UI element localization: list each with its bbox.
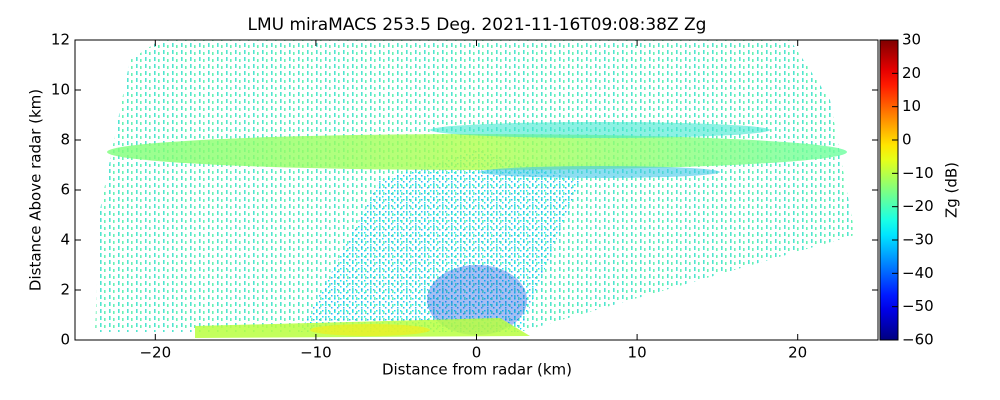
colorbar-tick-label: −50 [902, 297, 934, 315]
y-tick-label: 12 [51, 31, 70, 49]
colorbar-tick-label: 30 [902, 31, 921, 49]
x-axis-label: Distance from radar (km) [382, 361, 572, 379]
y-tick-label: 2 [60, 281, 70, 299]
y-tick-label: 6 [60, 181, 70, 199]
colorbar-tick-label: 20 [902, 64, 921, 82]
x-tick-label: −10 [300, 344, 332, 362]
colorbar-tick-label: 0 [902, 131, 912, 149]
colorbar [879, 39, 899, 341]
colorbar-tick-label: 10 [902, 97, 921, 115]
colorbar-tick-label: −60 [902, 331, 934, 349]
colorbar-tick-label: −30 [902, 231, 934, 249]
colorbar-tick-label: −20 [902, 197, 934, 215]
y-axis-label: Distance Above radar (km) [27, 89, 45, 291]
colorbar-tick-label: −40 [902, 264, 934, 282]
colorbar-tick-label: −10 [902, 164, 934, 182]
x-tick-label: −20 [139, 344, 171, 362]
y-tick-label: 4 [60, 231, 70, 249]
chart-title: LMU miraMACS 253.5 Deg. 2021-11-16T09:08… [248, 15, 707, 35]
x-tick-label: 10 [628, 344, 647, 362]
colorbar-label: Zg (dB) [943, 162, 961, 218]
radar-field [95, 40, 855, 338]
y-tick-label: 0 [60, 331, 70, 349]
y-tick-label: 10 [51, 81, 70, 99]
y-tick-label: 8 [60, 131, 70, 149]
x-tick-label: 0 [472, 344, 482, 362]
x-tick-label: 20 [788, 344, 807, 362]
